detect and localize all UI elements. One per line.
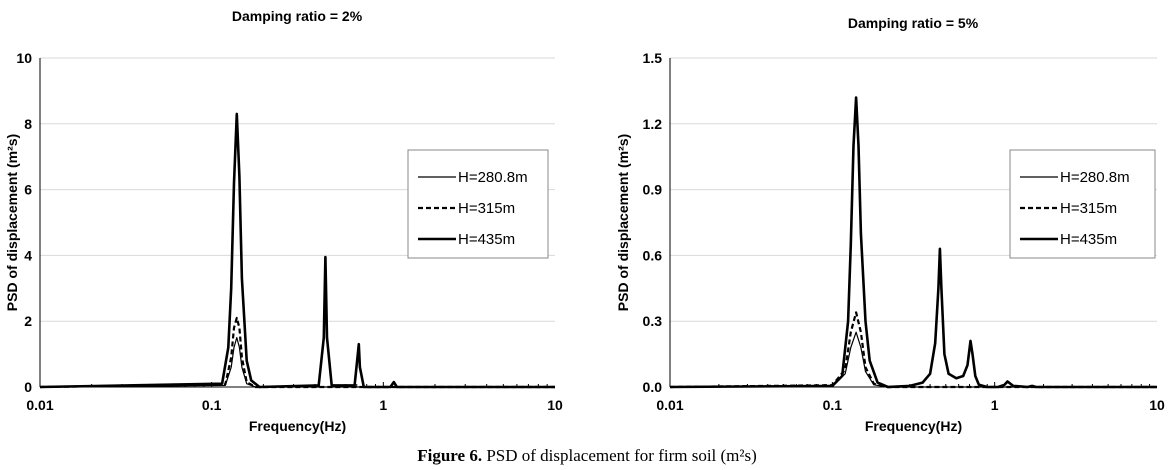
y-tick-label: 10 — [16, 50, 32, 66]
legend-label: H=315m — [1060, 200, 1117, 217]
y-tick-label: 0 — [24, 379, 32, 395]
x-tick-label: 10 — [1149, 397, 1165, 413]
x-tick-label: 1 — [379, 397, 387, 413]
y-axis-label: PSD of displacement (m²s) — [615, 134, 631, 311]
y-tick-label: 0.6 — [643, 247, 663, 263]
y-tick-label: 8 — [24, 116, 32, 132]
legend-label: H=280.8m — [458, 169, 528, 186]
legend: H=280.8m H=315m H=435m — [407, 149, 549, 259]
chart-title: Damping ratio = 2% — [232, 8, 363, 24]
series-line-h-315m — [39, 316, 555, 389]
y-tick-label: 2 — [24, 313, 32, 329]
y-tick-label: 0.9 — [643, 182, 663, 198]
y-tick-label: 1.2 — [643, 116, 663, 132]
x-tick-label: 10 — [547, 397, 563, 413]
x-tick-label: 0.1 — [202, 397, 222, 413]
series-line-h-435m — [39, 112, 555, 389]
legend-label: H=315m — [458, 200, 515, 217]
x-tick-label: 1 — [991, 397, 999, 413]
series-line-h-280-8m — [669, 331, 1157, 388]
series-line-h-280-8m — [39, 337, 555, 388]
figure-caption: Figure 6. PSD of displacement for firm s… — [0, 446, 1174, 466]
figure-caption-label: Figure 6. — [417, 446, 483, 465]
x-tick-label: 0.01 — [26, 397, 53, 413]
chart-1: Damping ratio = 2% 0 2 4 6 8 10 0.01 0.1 1 10 Frequ… — [4, 8, 563, 434]
y-tick-label: 6 — [24, 182, 32, 198]
y-tick-label: 0.3 — [643, 313, 663, 329]
y-tick-label: 0.0 — [643, 379, 663, 395]
x-axis-label: Frequency(Hz) — [865, 418, 962, 434]
x-tick-label: 0.1 — [823, 397, 843, 413]
legend-label: H=280.8m — [1060, 169, 1130, 186]
figure-caption-text: PSD of displacement for firm soil (m²s) — [486, 446, 757, 465]
y-tick-label: 4 — [24, 247, 32, 263]
chart-title: Damping ratio = 5% — [848, 15, 979, 31]
x-axis-label: Frequency(Hz) — [249, 418, 346, 434]
y-axis-label: PSD of displacement (m²s) — [4, 134, 20, 311]
series-line-h-435m — [669, 96, 1157, 389]
legend-label: H=435m — [1060, 231, 1117, 248]
series-line-h-315m — [669, 311, 1157, 389]
legend: H=280.8m H=315m H=435m — [1009, 149, 1156, 259]
y-tick-label: 1.5 — [643, 50, 663, 66]
legend-label: H=435m — [458, 231, 515, 248]
chart-2: Damping ratio = 5% 0.0 0.3 0.6 0.9 1.2 1.5 0.01… — [615, 15, 1165, 434]
x-tick-label: 0.01 — [656, 397, 683, 413]
